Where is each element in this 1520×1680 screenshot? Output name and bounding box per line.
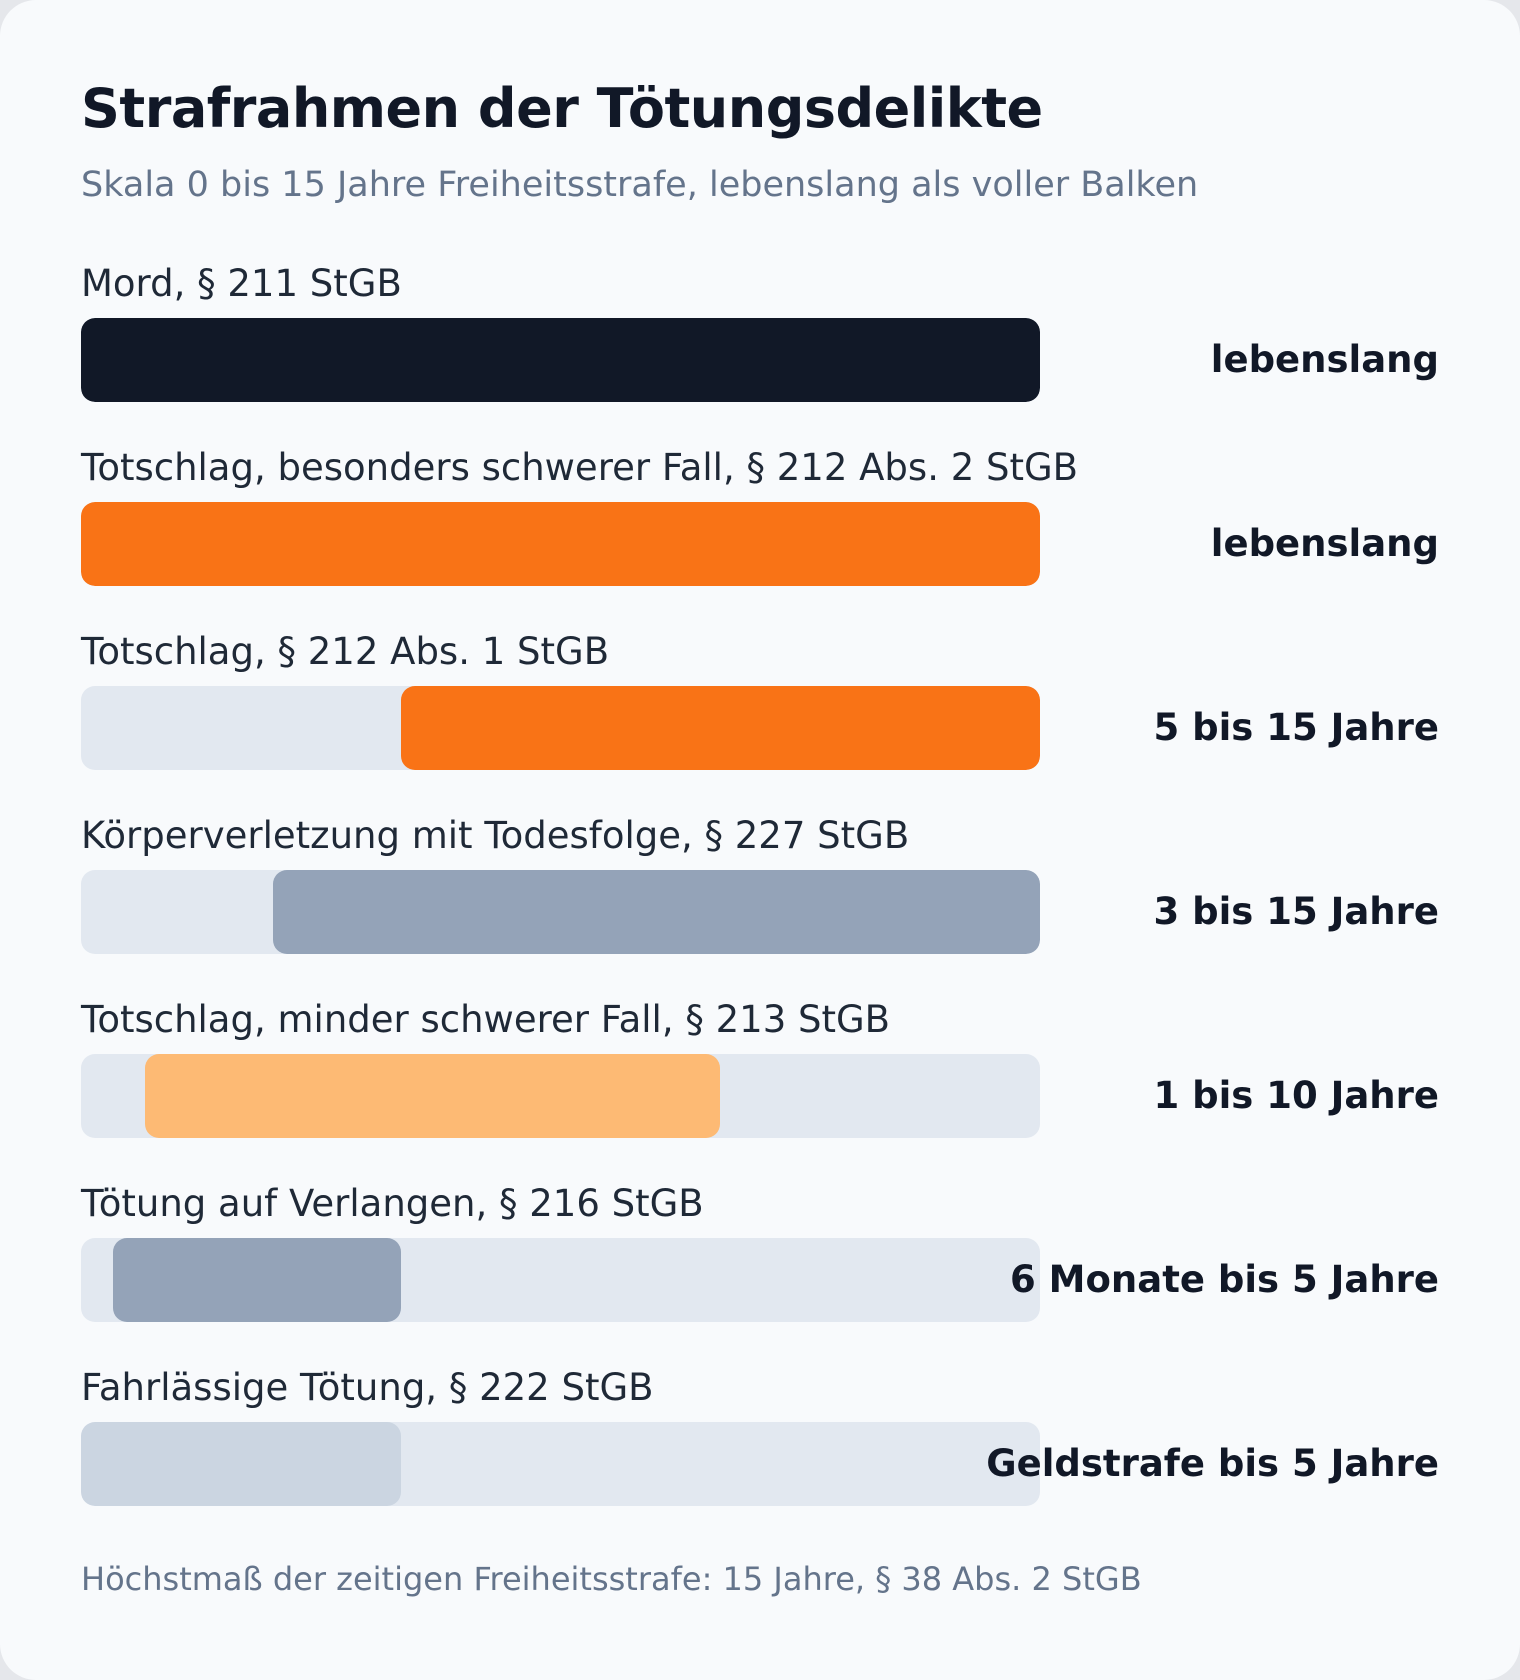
range-track — [81, 318, 1040, 402]
range-bar — [81, 318, 1040, 402]
range-row: Totschlag, minder schwerer Fall, § 213 S… — [0, 998, 1520, 1182]
offense-label: Mord, § 211 StGB — [81, 262, 402, 305]
offense-label: Tötung auf Verlangen, § 216 StGB — [81, 1182, 704, 1225]
range-bar — [81, 502, 1040, 586]
range-value-label: lebenslang — [1210, 338, 1439, 381]
offense-label: Totschlag, besonders schwerer Fall, § 21… — [81, 446, 1079, 489]
range-value-label: Geldstrafe bis 5 Jahre — [986, 1442, 1439, 1485]
range-row: Mord, § 211 StGB lebenslang — [0, 262, 1520, 446]
range-track — [81, 870, 1040, 954]
offense-label: Fahrlässige Tötung, § 222 StGB — [81, 1366, 654, 1409]
range-bar — [144, 1054, 721, 1138]
offense-label: Totschlag, minder schwerer Fall, § 213 S… — [81, 998, 891, 1041]
range-value-label: 6 Monate bis 5 Jahre — [1010, 1258, 1439, 1301]
range-bar — [400, 686, 1040, 770]
range-row: Körperverletzung mit Todesfolge, § 227 S… — [0, 814, 1520, 998]
range-bar — [272, 870, 1040, 954]
range-bar — [81, 1422, 401, 1506]
range-track — [81, 1238, 1040, 1322]
range-track — [81, 686, 1040, 770]
range-track — [81, 1422, 1040, 1506]
footnote: Höchstmaß der zeitigen Freiheitsstrafe: … — [81, 1560, 1142, 1598]
range-value-label: 3 bis 15 Jahre — [1153, 890, 1440, 933]
range-row: Tötung auf Verlangen, § 216 StGB 6 Monate… — [0, 1182, 1520, 1366]
offense-label: Körperverletzung mit Todesfolge, § 227 S… — [81, 814, 910, 857]
chart-title: Strafrahmen der Tötungsdelikte — [81, 77, 1043, 140]
offense-label: Totschlag, § 212 Abs. 1 StGB — [81, 630, 610, 673]
range-value-label: lebenslang — [1210, 522, 1439, 565]
range-value-label: 5 bis 15 Jahre — [1153, 706, 1440, 749]
range-row: Totschlag, besonders schwerer Fall, § 21… — [0, 446, 1520, 630]
range-row: Fahrlässige Tötung, § 222 StGB Geldstrafe… — [0, 1366, 1520, 1550]
range-track — [81, 502, 1040, 586]
range-track — [81, 1054, 1040, 1138]
range-bar — [112, 1238, 401, 1322]
range-value-label: 1 bis 10 Jahre — [1153, 1074, 1440, 1117]
chart-subtitle: Skala 0 bis 15 Jahre Freiheitsstrafe, le… — [81, 165, 1199, 205]
range-row: Totschlag, § 212 Abs. 1 StGB 5 bis 15 Jah… — [0, 630, 1520, 814]
